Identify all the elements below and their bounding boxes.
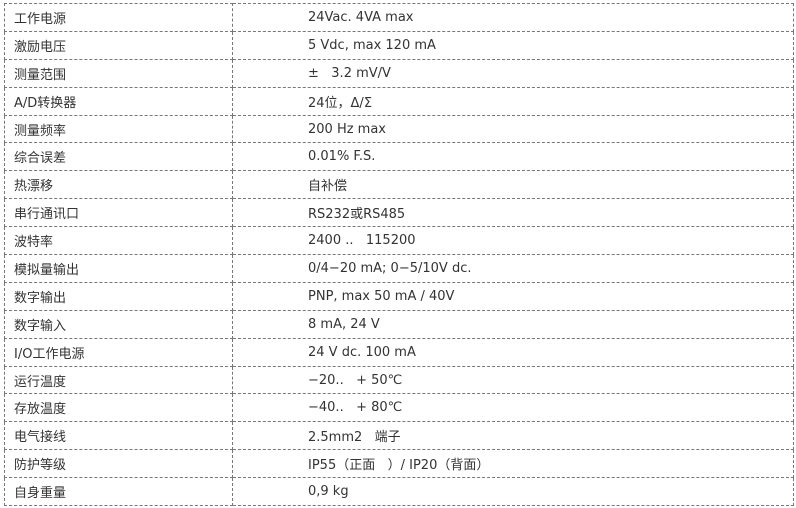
spec-label: I/O工作电源	[4, 337, 233, 367]
spec-value: 0.01% F.S.	[232, 142, 794, 172]
spec-label: 热漂移	[4, 170, 233, 200]
spec-value: PNP, max 50 mA / 40V	[232, 281, 794, 311]
spec-row: I/O工作电源 24 V dc. 100 mA	[4, 337, 794, 367]
spec-value: 8 mA, 24 V	[232, 309, 794, 339]
spec-value: 2400 .. 115200	[232, 226, 794, 256]
spec-row: 运行温度 −20.. + 50℃	[4, 365, 794, 395]
spec-value: 0/4−20 mA; 0−5/10V dc.	[232, 254, 794, 283]
spec-value: 200 Hz max	[232, 114, 794, 144]
spec-row: 自身重量 0,9 kg	[4, 477, 794, 507]
spec-label: 测量频率	[4, 114, 233, 144]
spec-table-body: 工作电源 24Vac. 4VA max 激励电压 5 Vdc, max 120 mA 测…	[4, 3, 794, 507]
spec-row: 存放温度 −40.. + 80℃	[4, 393, 794, 423]
spec-value: 24位，Δ/Σ	[232, 86, 794, 116]
spec-row: 模拟量输出 0/4−20 mA; 0−5/10V dc.	[4, 254, 794, 283]
spec-row: 电气接线 2.5mm2 端子	[4, 421, 794, 451]
spec-row: 防护等级 IP55（正面 ）/ IP20（背面）	[4, 449, 794, 479]
spec-label: 数字输入	[4, 309, 233, 339]
spec-value: 2.5mm2 端子	[232, 421, 794, 451]
spec-label: 工作电源	[4, 3, 233, 32]
spec-row: 测量频率 200 Hz max	[4, 114, 794, 144]
spec-label: 存放温度	[4, 393, 233, 423]
spec-label: 综合误差	[4, 142, 233, 172]
spec-row: A/D转换器 24位，Δ/Σ	[4, 86, 794, 116]
spec-label: 自身重量	[4, 477, 233, 507]
spec-label: 模拟量输出	[4, 254, 233, 283]
spec-value: −40.. + 80℃	[232, 393, 794, 423]
spec-row: 数字输入 8 mA, 24 V	[4, 309, 794, 339]
spec-label: 防护等级	[4, 449, 233, 479]
spec-value: −20.. + 50℃	[232, 365, 794, 395]
spec-label: 电气接线	[4, 421, 233, 451]
spec-label: 数字输出	[4, 281, 233, 311]
spec-table: 工作电源 24Vac. 4VA max 激励电压 5 Vdc, max 120 mA 测…	[4, 3, 794, 507]
spec-label: 串行通讯口	[4, 198, 233, 228]
spec-row: 工作电源 24Vac. 4VA max	[4, 3, 794, 32]
spec-row: 激励电压 5 Vdc, max 120 mA	[4, 30, 794, 60]
spec-row: 热漂移 自补偿	[4, 170, 794, 200]
spec-value: 0,9 kg	[232, 477, 794, 507]
spec-label: 激励电压	[4, 30, 233, 60]
spec-value: IP55（正面 ）/ IP20（背面）	[232, 449, 794, 479]
spec-row: 综合误差 0.01% F.S.	[4, 142, 794, 172]
spec-value: ± 3.2 mV/V	[232, 58, 794, 88]
spec-label: 波特率	[4, 226, 233, 256]
spec-row: 波特率 2400 .. 115200	[4, 226, 794, 256]
spec-label: 运行温度	[4, 365, 233, 395]
spec-label: A/D转换器	[4, 86, 233, 116]
spec-label: 测量范围	[4, 58, 233, 88]
spec-value: RS232或RS485	[232, 198, 794, 228]
spec-row: 串行通讯口 RS232或RS485	[4, 198, 794, 228]
spec-row: 数字输出 PNP, max 50 mA / 40V	[4, 281, 794, 311]
spec-row: 测量范围 ± 3.2 mV/V	[4, 58, 794, 88]
spec-value: 24 V dc. 100 mA	[232, 337, 794, 367]
spec-value: 24Vac. 4VA max	[232, 3, 794, 32]
spec-value: 5 Vdc, max 120 mA	[232, 30, 794, 60]
spec-value: 自补偿	[232, 170, 794, 200]
